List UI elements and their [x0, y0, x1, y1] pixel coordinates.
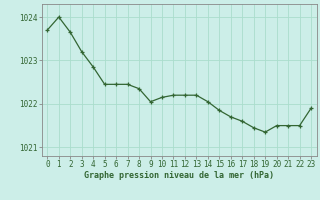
X-axis label: Graphe pression niveau de la mer (hPa): Graphe pression niveau de la mer (hPa)	[84, 171, 274, 180]
